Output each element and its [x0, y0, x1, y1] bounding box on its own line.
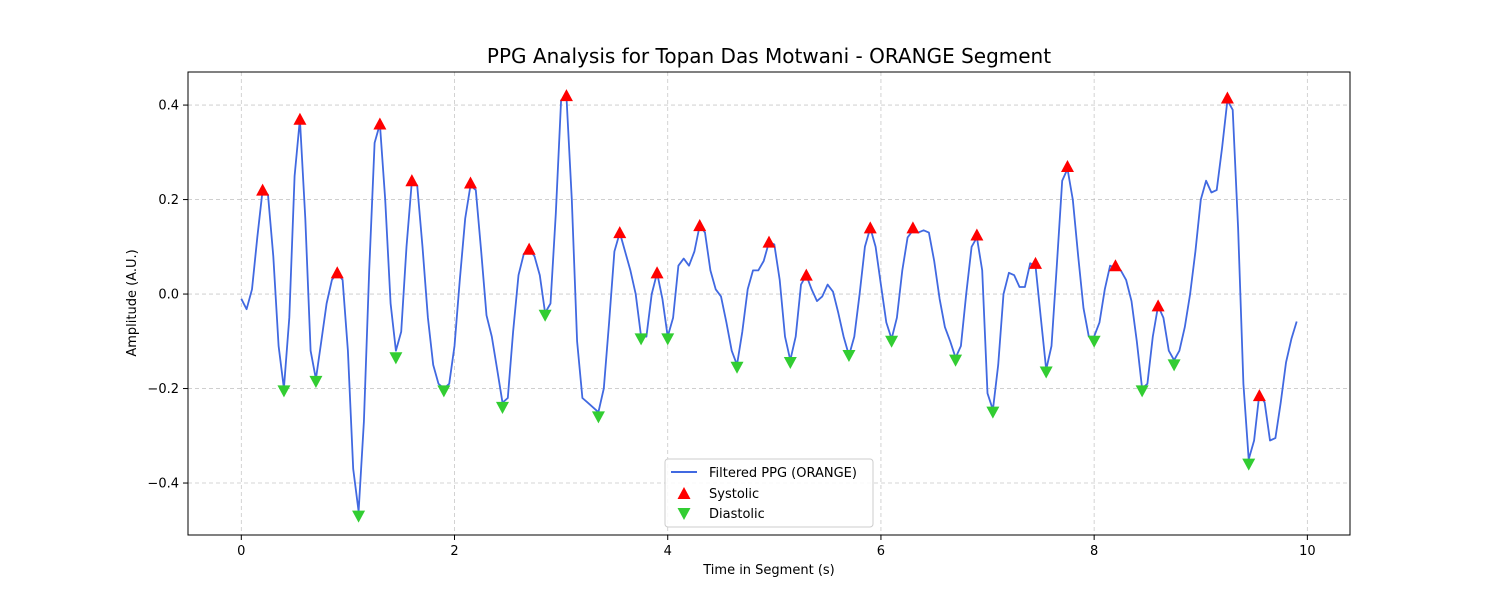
legend-systolic-marker	[677, 487, 691, 499]
systolic-marker	[1151, 299, 1165, 312]
diastolic-marker	[277, 385, 291, 398]
legend-label-systolic: Systolic	[709, 487, 759, 502]
diastolic-marker	[730, 361, 744, 374]
y-tick-label: 0.0	[158, 288, 179, 303]
diastolic-marker	[309, 375, 323, 388]
systolic-marker	[1252, 389, 1266, 402]
diastolic-marker	[949, 354, 963, 367]
legend-diastolic-marker	[677, 508, 691, 520]
diastolic-marker	[885, 335, 899, 348]
diastolic-marker	[591, 411, 605, 424]
diastolic-marker	[661, 333, 675, 346]
systolic-marker	[293, 112, 307, 125]
systolic-marker	[256, 183, 270, 196]
plot-area	[240, 89, 1298, 523]
systolic-marker	[970, 228, 984, 241]
systolic-marker	[373, 117, 387, 130]
diastolic-marker	[352, 510, 366, 523]
systolic-marker	[906, 221, 920, 234]
chart-title: PPG Analysis for Topan Das Motwani - ORA…	[487, 44, 1051, 68]
grid-lines	[188, 72, 1350, 535]
y-tick-label: −0.4	[147, 477, 179, 492]
y-tick-label: 0.2	[158, 193, 179, 208]
systolic-marker	[762, 235, 776, 248]
systolic-marker	[613, 226, 627, 239]
x-tick-label: 0	[237, 544, 245, 559]
x-tick-label: 2	[450, 544, 458, 559]
y-tick-label: 0.4	[158, 99, 179, 114]
legend-label-filtered: Filtered PPG (ORANGE)	[709, 466, 857, 481]
systolic-marker	[522, 242, 536, 255]
diastolic-marker	[1135, 385, 1149, 398]
systolic-marker	[863, 221, 877, 234]
y-tick-label: −0.2	[147, 382, 179, 397]
systolic-marker	[799, 268, 813, 281]
systolic-marker	[464, 176, 478, 189]
systolic-marker	[405, 174, 419, 187]
systolic-marker	[559, 89, 573, 102]
systolic-marker	[1029, 256, 1043, 269]
diastolic-marker	[783, 357, 797, 370]
legend-box	[664, 458, 874, 528]
x-axis-label: Time in Segment (s)	[702, 563, 834, 578]
diastolic-marker	[1039, 366, 1053, 379]
y-axis-label: Amplitude (A.U.)	[125, 249, 140, 356]
x-tick-label: 8	[1090, 544, 1098, 559]
systolic-marker	[650, 266, 664, 279]
diastolic-marker	[495, 401, 509, 414]
diastolic-marker	[1087, 335, 1101, 348]
diastolic-marker	[1242, 458, 1256, 471]
x-tick-label: 4	[664, 544, 672, 559]
systolic-marker	[330, 266, 344, 279]
diastolic-marker	[1167, 359, 1181, 372]
systolic-marker	[1060, 159, 1074, 173]
diastolic-marker	[389, 352, 403, 365]
diastolic-marker	[538, 309, 552, 322]
legend: Filtered PPG (ORANGE) Systolic Diastolic	[664, 458, 874, 528]
legend-label-diastolic: Diastolic	[709, 507, 765, 522]
diastolic-marker	[986, 406, 1000, 419]
systolic-marker	[693, 219, 707, 232]
diastolic-marker	[842, 349, 856, 362]
axis-ticks: 0 2 4 6 8 10 −0.4 −0.2 0.0 0.2 0.4	[147, 99, 1315, 559]
diastolic-marker	[634, 333, 648, 346]
x-tick-label: 6	[877, 544, 885, 559]
systolic-marker	[1220, 91, 1234, 104]
x-tick-label: 10	[1299, 544, 1316, 559]
diastolic-marker	[437, 385, 451, 398]
axes-frame	[187, 71, 1351, 536]
systolic-marker	[1108, 259, 1122, 272]
